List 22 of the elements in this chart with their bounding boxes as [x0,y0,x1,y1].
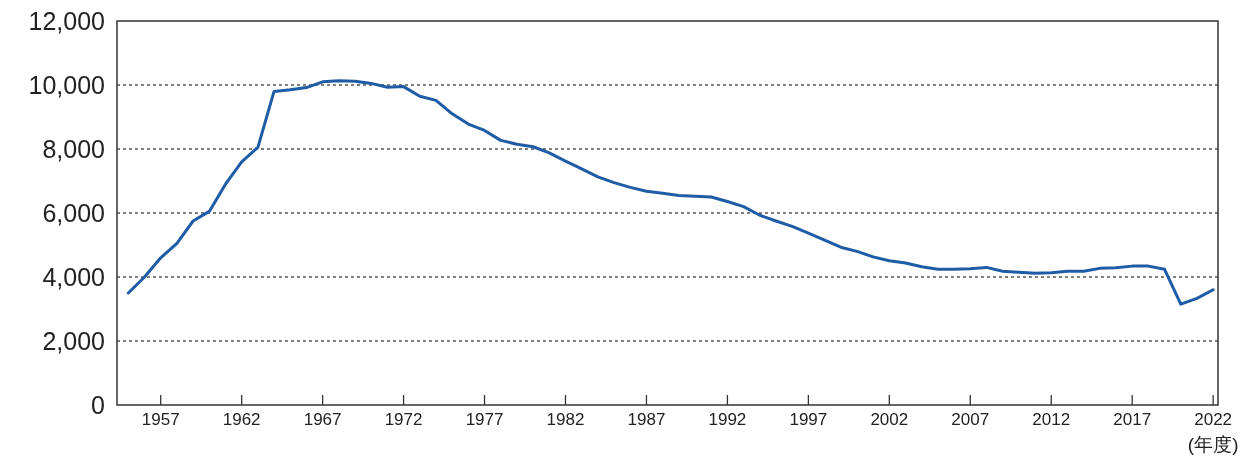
y-tick-label: 8,000 [42,135,105,163]
x-tick-label: 2017 [1113,410,1152,429]
x-tick-label: 1977 [465,410,504,429]
x-tick-label: 1987 [627,410,666,429]
x-tick-label: 1982 [546,410,585,429]
x-tick-label: 1962 [222,410,261,429]
x-tick-label: 1967 [303,410,342,429]
y-tick-label: 6,000 [42,199,105,227]
x-tick-label: 2007 [951,410,990,429]
x-tick-label: 1957 [141,410,180,429]
y-tick-label: 12,000 [28,7,105,35]
x-tick-label: 1992 [708,410,747,429]
x-tick-label: 2022 [1194,410,1233,429]
y-tick-label: 2,000 [42,327,105,355]
y-tick-label: 4,000 [42,263,105,291]
x-tick-label: 1972 [384,410,423,429]
x-axis-title: (年度) [1187,434,1239,455]
y-tick-label: 10,000 [28,71,105,99]
x-tick-label: 1997 [789,410,828,429]
y-tick-label: 0 [91,391,105,419]
x-tick-label: 2012 [1032,410,1071,429]
x-tick-label: 2002 [870,410,909,429]
